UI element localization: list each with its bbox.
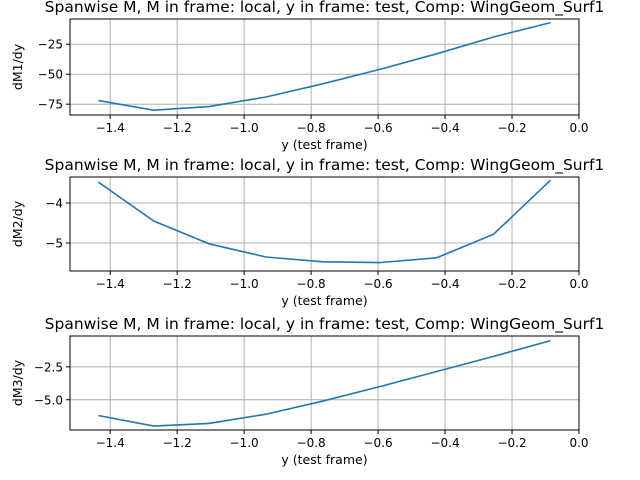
series-line [98, 179, 552, 264]
series-line [98, 21, 551, 111]
y-axis-label: dM3/dy [10, 359, 25, 406]
x-tick-label: −0.8 [297, 121, 326, 135]
y-tick-label: −25 [38, 38, 63, 52]
y-tick-label: −75 [38, 98, 63, 112]
x-tick-label: −1.2 [163, 436, 192, 450]
x-tick-label: −0.6 [364, 436, 393, 450]
x-axis-label: y (test frame) [281, 293, 367, 308]
x-tick-label: −1.2 [163, 121, 192, 135]
y-tick-label: −4 [45, 197, 63, 211]
plot-frame [69, 18, 580, 116]
x-tick-label: 0.0 [569, 277, 588, 291]
x-tick-label: −0.2 [497, 277, 526, 291]
x-tick-label: −1.0 [230, 436, 259, 450]
x-tick-label: −1.4 [96, 121, 125, 135]
series-line [98, 339, 551, 427]
chart-panel-1: Spanwise M, M in frame: local, y in fram… [10, 0, 604, 152]
y-tick-label: −5 [45, 237, 63, 251]
x-tick-label: −1.0 [230, 277, 259, 291]
x-tick-label: 0.0 [569, 436, 588, 450]
x-tick-label: −0.6 [364, 277, 393, 291]
y-tick-label: −2.5 [34, 360, 63, 374]
x-tick-label: −0.2 [497, 121, 526, 135]
y-axis-label: dM1/dy [10, 43, 25, 90]
x-tick-label: −0.8 [297, 277, 326, 291]
x-tick-label: −0.6 [364, 121, 393, 135]
x-axis-label: y (test frame) [281, 452, 367, 467]
y-tick-label: −5.0 [34, 393, 63, 407]
y-axis-label: dM2/dy [10, 200, 25, 247]
chart-title: Spanwise M, M in frame: local, y in fram… [45, 156, 605, 175]
x-tick-label: −0.8 [297, 436, 326, 450]
plot-frame [69, 335, 580, 431]
chart-title: Spanwise M, M in frame: local, y in fram… [45, 0, 605, 17]
x-tick-label: −1.2 [163, 277, 192, 291]
x-tick-label: −1.4 [96, 436, 125, 450]
x-tick-label: −1.4 [96, 277, 125, 291]
x-tick-label: −0.4 [430, 436, 459, 450]
chart-panel-2: Spanwise M, M in frame: local, y in fram… [10, 156, 604, 308]
x-axis-label: y (test frame) [281, 137, 367, 152]
x-tick-label: −0.4 [430, 121, 459, 135]
plot-frame [69, 176, 580, 272]
x-tick-label: 0.0 [569, 121, 588, 135]
x-tick-label: −0.4 [430, 277, 459, 291]
chart-panel-3: Spanwise M, M in frame: local, y in fram… [10, 315, 604, 467]
x-tick-label: −1.0 [230, 121, 259, 135]
chart-title: Spanwise M, M in frame: local, y in fram… [45, 315, 605, 334]
x-tick-label: −0.2 [497, 436, 526, 450]
y-tick-label: −50 [38, 68, 63, 82]
